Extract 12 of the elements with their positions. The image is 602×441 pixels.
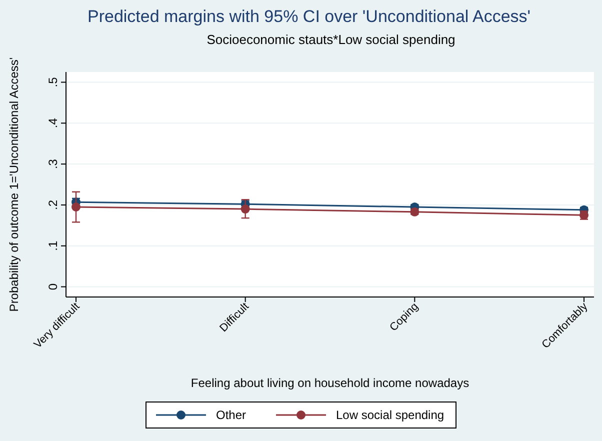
y-tick-label: .5: [46, 76, 60, 88]
x-axis-title: Feeling about living on household income nowadays: [190, 376, 470, 390]
chart-subtitle: Socioeconomic stauts*Low social spending: [206, 32, 456, 47]
y-tick-label: .3: [46, 158, 60, 170]
chart-title: Predicted margins with 95% CI over 'Unconditional Access': [87, 7, 531, 26]
y-tick-label: .2: [46, 200, 60, 210]
y-tick-label: .4: [46, 118, 60, 128]
y-tick-label: .1: [46, 240, 60, 251]
y-tick-label: 0: [46, 283, 60, 290]
legend-label: Low social spending: [336, 408, 444, 422]
legend-label: Other: [216, 408, 246, 422]
y-axis-title: Probability of outcome 1='Unconditional Access': [7, 57, 21, 312]
